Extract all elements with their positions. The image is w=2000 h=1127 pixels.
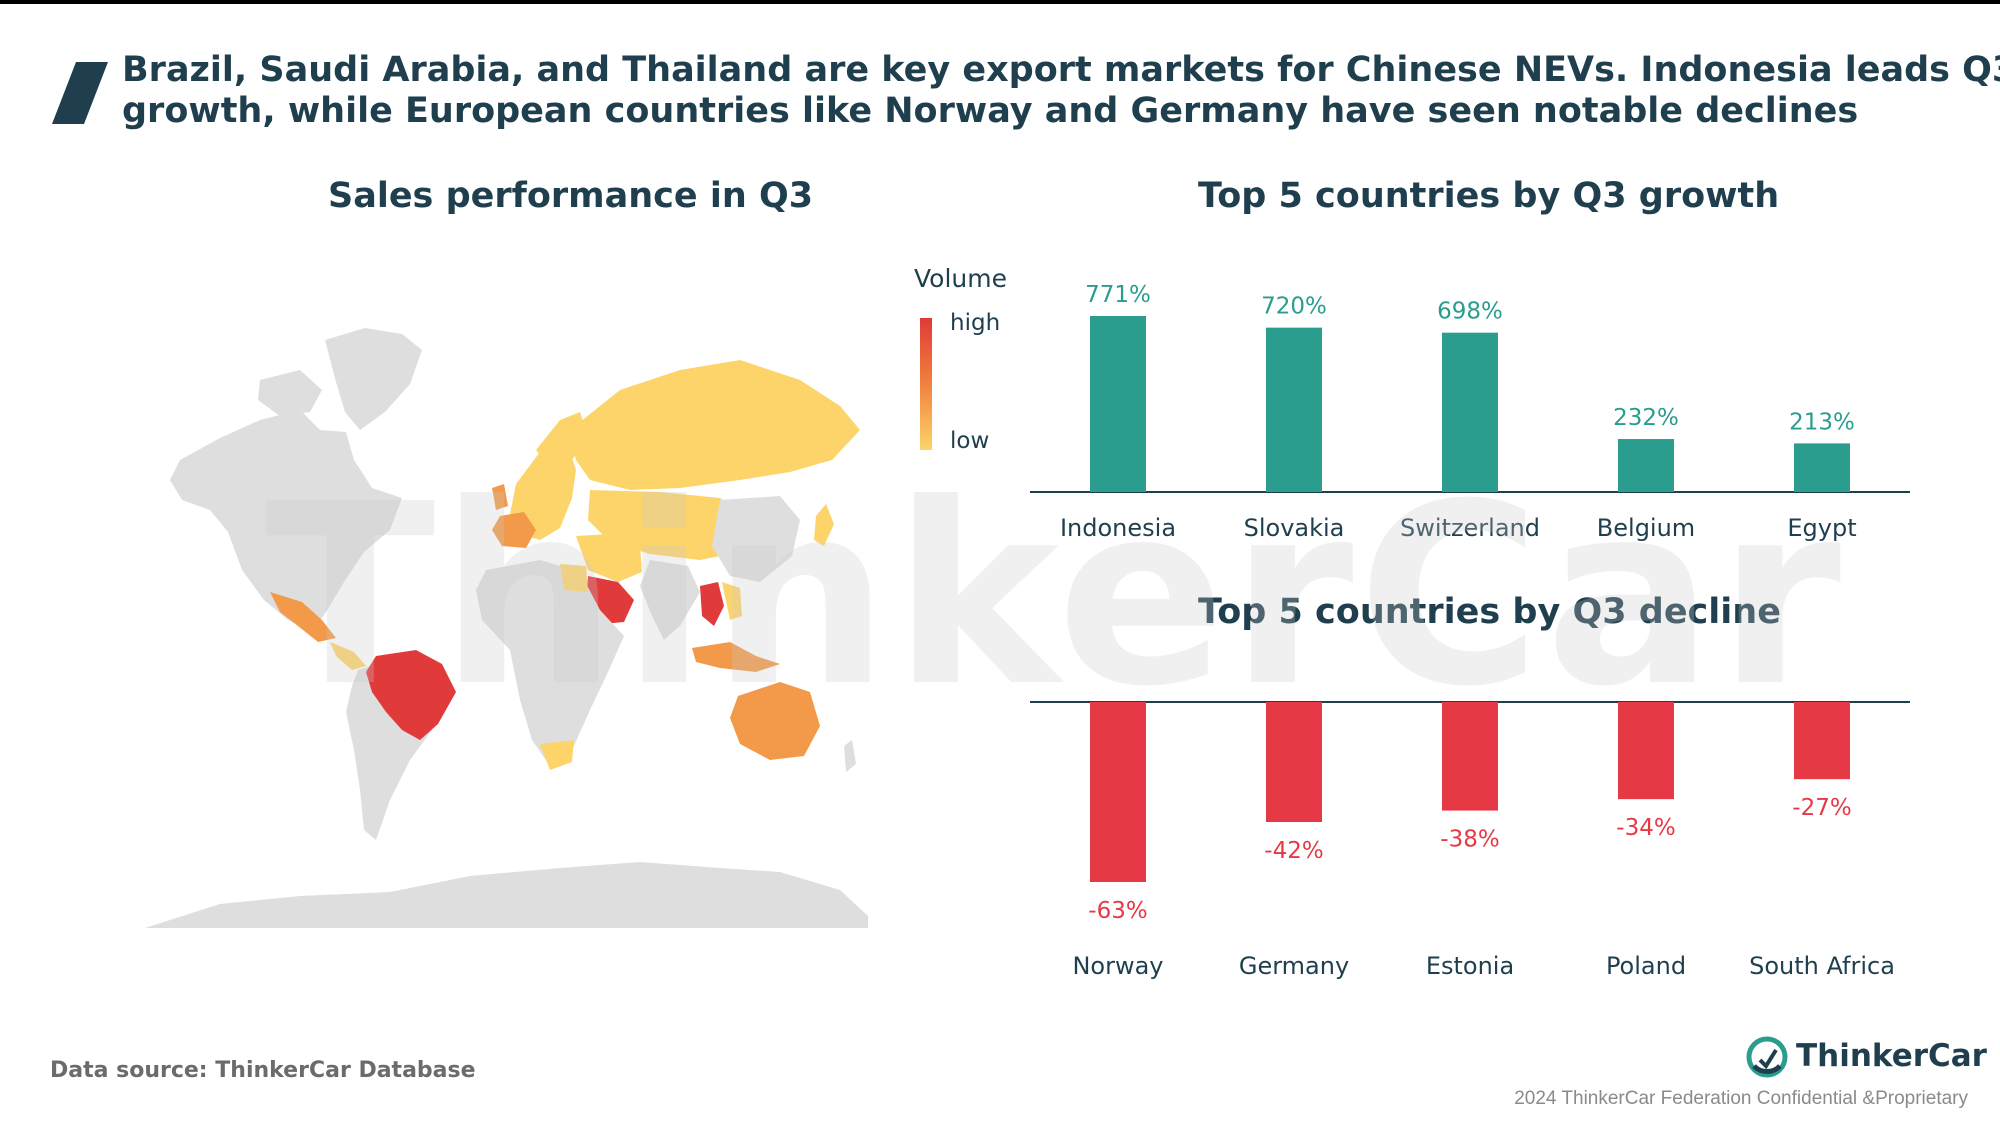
map-western-europe xyxy=(492,512,536,548)
data-label: -42% xyxy=(1264,838,1323,864)
data-label: 213% xyxy=(1789,409,1855,435)
category-label: Norway xyxy=(1072,952,1163,980)
data-source: Data source: ThinkerCar Database xyxy=(50,1058,476,1083)
bar-switzerland xyxy=(1442,332,1498,492)
decline-chart-title: Top 5 countries by Q3 decline xyxy=(1198,592,1781,632)
bar-germany xyxy=(1266,702,1322,822)
decline-bar-chart: -63% Norway -42% Germany -38% Estonia -34% Pola… xyxy=(1030,701,1910,980)
slash-mark-icon xyxy=(52,62,108,124)
category-label: Slovakia xyxy=(1244,514,1345,542)
data-label: -63% xyxy=(1088,898,1147,924)
headline-line-1: Brazil, Saudi Arabia, and Thailand are k… xyxy=(122,50,2000,90)
map-canada-islands xyxy=(258,370,322,416)
data-label: 698% xyxy=(1437,299,1503,325)
map-russia xyxy=(570,360,860,490)
bar-slovakia xyxy=(1266,327,1322,492)
map-se-asia xyxy=(722,582,742,620)
category-label: Indonesia xyxy=(1060,514,1176,542)
world-map xyxy=(145,328,868,928)
map-indonesia xyxy=(692,642,780,672)
legend-gradient xyxy=(920,318,932,450)
map-brazil xyxy=(366,650,456,740)
map-egypt xyxy=(560,564,588,592)
thinkercar-logo-icon xyxy=(1746,1036,1788,1078)
map-australia xyxy=(730,682,820,760)
map-central-america xyxy=(330,642,366,670)
map-east-asia xyxy=(712,496,800,582)
data-label: 720% xyxy=(1261,294,1327,320)
map-north-america xyxy=(170,410,402,632)
category-label: Estonia xyxy=(1426,952,1514,980)
map-greenland xyxy=(325,328,422,430)
category-label: Egypt xyxy=(1787,514,1856,542)
map-africa xyxy=(476,560,624,766)
data-label: -38% xyxy=(1440,827,1499,853)
growth-bar-chart: 771% Indonesia 720% Slovakia 698% Switzerland… xyxy=(1030,282,1910,542)
map-thailand xyxy=(700,582,724,626)
map-middle-east xyxy=(576,534,642,582)
bar-belgium xyxy=(1618,439,1674,492)
map-uk xyxy=(492,484,508,510)
data-label: -34% xyxy=(1616,815,1675,841)
brand-name: ThinkerCar xyxy=(1796,1038,1987,1074)
bar-south-africa xyxy=(1794,702,1850,780)
map-antarctica xyxy=(145,862,868,928)
bar-estonia xyxy=(1442,702,1498,811)
category-label: Switzerland xyxy=(1400,514,1540,542)
growth-chart-title: Top 5 countries by Q3 growth xyxy=(1198,176,1780,216)
map-japan xyxy=(814,504,834,546)
top-rule xyxy=(0,0,2000,4)
bar-norway xyxy=(1090,702,1146,882)
bar-poland xyxy=(1618,702,1674,800)
map-new-zealand xyxy=(844,740,856,772)
category-label: Belgium xyxy=(1597,514,1695,542)
headline-line-2: growth, while European countries like No… xyxy=(122,91,1859,131)
map-india xyxy=(640,560,700,640)
legend-low-label: low xyxy=(950,428,990,454)
map-mexico xyxy=(270,592,336,642)
headline: Brazil, Saudi Arabia, and Thailand are k… xyxy=(122,50,2000,132)
category-label: South Africa xyxy=(1749,952,1895,980)
map-south-africa xyxy=(540,740,574,770)
data-label: 771% xyxy=(1085,282,1151,308)
data-label: 232% xyxy=(1613,405,1679,431)
map-title: Sales performance in Q3 xyxy=(328,176,814,216)
legend-title: Volume xyxy=(914,264,1007,293)
confidential-notice: 2024 ThinkerCar Federation Confidential … xyxy=(1514,1088,1968,1109)
data-label: -27% xyxy=(1792,795,1851,821)
category-label: Germany xyxy=(1239,952,1349,980)
bar-egypt xyxy=(1794,443,1850,492)
category-label: Poland xyxy=(1606,952,1686,980)
bar-indonesia xyxy=(1090,316,1146,492)
legend-high-label: high xyxy=(950,310,1001,336)
